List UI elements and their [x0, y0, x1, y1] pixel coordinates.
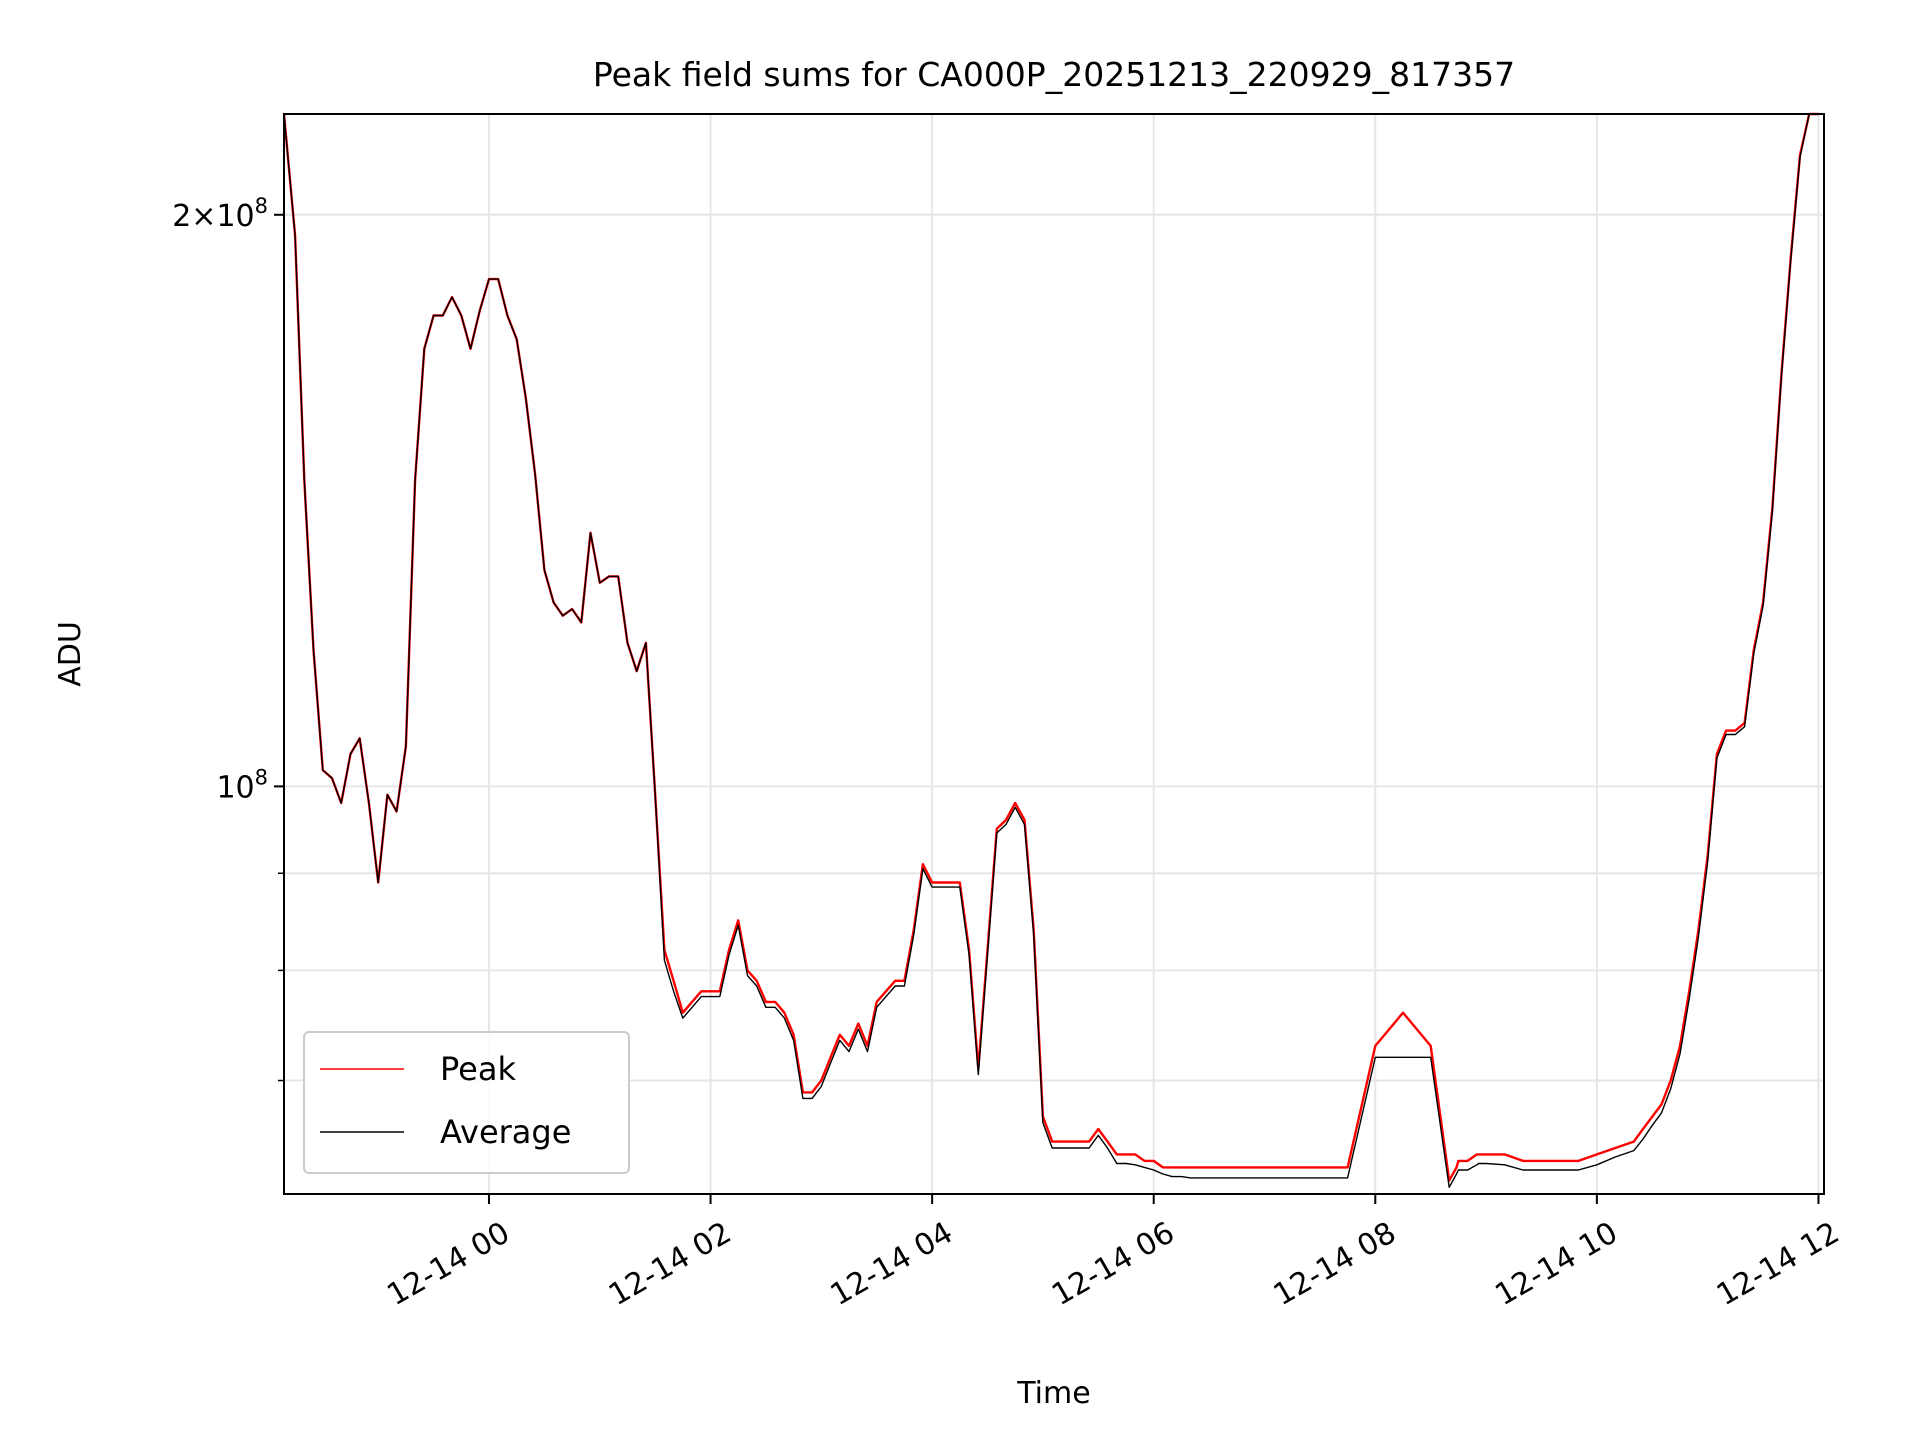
legend-box	[303, 1031, 630, 1174]
y-tick-label: 108	[216, 765, 268, 805]
series-group	[282, 112, 1819, 1189]
y-tick-label: 2×108	[172, 194, 268, 234]
x-axis-label: Time	[1016, 1376, 1090, 1411]
legend-label-average: Average	[440, 1113, 571, 1151]
y-axis-label: ADU	[53, 621, 88, 687]
plot-frame	[283, 113, 1825, 1195]
legend-label-peak: Peak	[440, 1050, 516, 1088]
series-line-average	[283, 113, 1819, 1189]
grid-lines	[284, 114, 1824, 1194]
legend: Peak Average	[303, 1031, 630, 1174]
chart-title: Peak field sums for CA000P_20251213_2209…	[593, 55, 1515, 94]
